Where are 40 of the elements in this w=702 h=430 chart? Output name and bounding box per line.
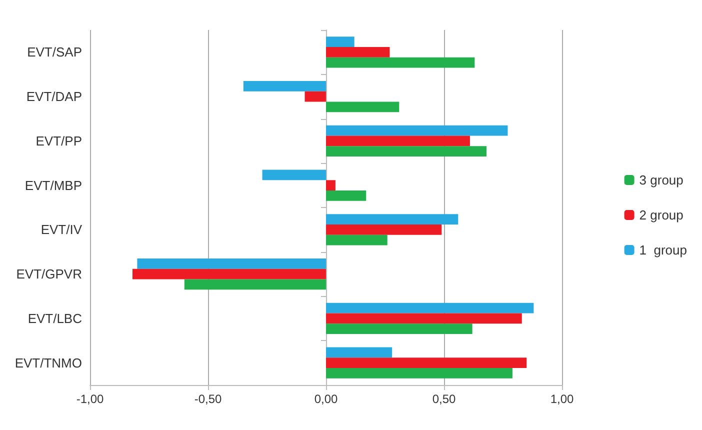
legend-label: 1 group: [639, 242, 687, 258]
bar: [137, 258, 326, 269]
legend-label: 3 group: [639, 172, 684, 188]
y-tick-label: EVT/GPVR: [16, 266, 82, 282]
x-tick-label: 1,00: [550, 392, 574, 406]
y-tick-label: EVT/DAP: [26, 89, 82, 104]
bar: [326, 136, 470, 146]
bar: [326, 57, 475, 68]
bar: [326, 324, 472, 334]
x-tick-label: -1,00: [76, 392, 104, 406]
bar: [326, 125, 508, 136]
bar: [184, 279, 326, 290]
bar: [326, 313, 522, 324]
bar: [262, 170, 326, 180]
bar: [326, 180, 336, 190]
y-tick-label: EVT/PP: [36, 133, 82, 148]
bar: [304, 91, 326, 102]
bar: [132, 268, 326, 280]
y-tick-label: EVT/LBC: [28, 310, 82, 326]
y-tick-label: EVT/IV: [40, 222, 82, 238]
bar: [243, 81, 326, 92]
bar: [326, 302, 534, 314]
bar: [326, 368, 512, 378]
y-tick-label: EVT/MBP: [24, 178, 82, 193]
x-tick-label: -0,50: [194, 392, 222, 406]
bar: [326, 224, 442, 235]
y-tick-label: EVT/SAP: [27, 44, 82, 60]
bar: [326, 214, 458, 225]
bar: [326, 146, 486, 156]
bar: [326, 47, 390, 58]
legend-label: 2 group: [639, 208, 684, 222]
y-tick-label: EVT/TNMO: [14, 355, 82, 370]
bar: [326, 234, 388, 246]
x-tick-label: 0,00: [314, 392, 338, 406]
bar: [326, 102, 400, 112]
bar: [326, 347, 392, 358]
bar: [326, 190, 366, 201]
bar: [326, 358, 527, 368]
x-tick-label: 0,50: [432, 392, 456, 406]
bar: [326, 36, 354, 48]
